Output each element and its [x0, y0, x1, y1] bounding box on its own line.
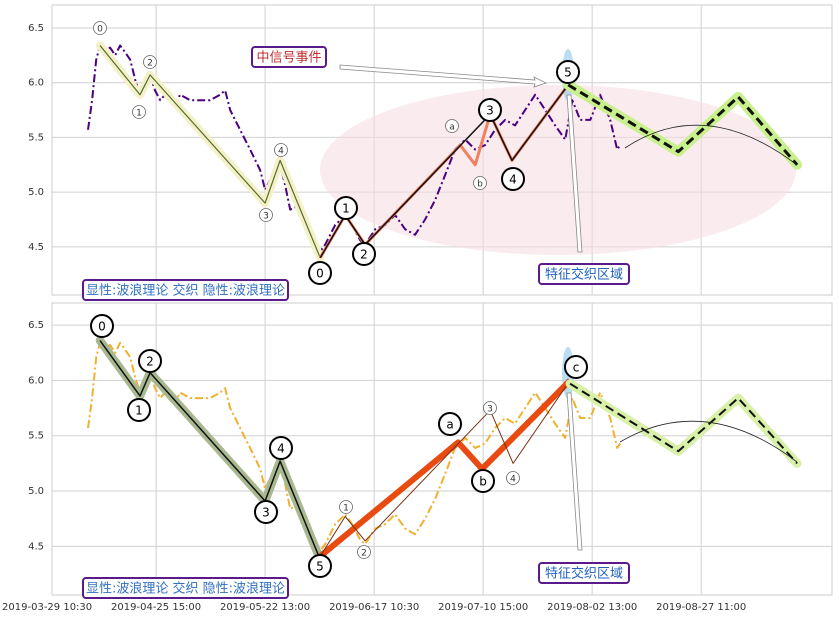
wave-label-circle — [269, 436, 293, 460]
x-tick-label: 2019-08-27 11:00 — [656, 602, 746, 613]
wave-label: a — [446, 418, 453, 432]
wave-label: 3 — [487, 405, 493, 415]
annotation: 特征交织区域 — [545, 566, 623, 582]
annotation-box — [538, 263, 630, 285]
wave-label: 2 — [146, 355, 154, 369]
y-tick-label: 6.0 — [28, 375, 44, 386]
y-tick-label: 6.5 — [28, 23, 44, 34]
wave-label: 1 — [342, 202, 350, 216]
wave-label-circle — [483, 401, 497, 415]
annotation-box — [82, 279, 289, 301]
wave-label-circle — [473, 176, 487, 190]
x-tick-label: 2019-07-10 15:00 — [438, 602, 528, 613]
wave-label-circle — [259, 208, 273, 222]
wave-label-circle — [254, 500, 278, 524]
projection-arc — [619, 420, 798, 463]
series-line — [99, 340, 321, 560]
wave-label-circle — [438, 412, 462, 436]
wave-label: 4 — [509, 173, 517, 187]
x-tick-label: 2019-05-22 13:00 — [220, 602, 310, 613]
highlight-region — [320, 85, 796, 255]
wave-label-circle — [445, 119, 459, 133]
wave-label: 1 — [135, 404, 143, 418]
wave-label: 1 — [136, 109, 142, 119]
arrow — [339, 64, 548, 88]
annotation: 特征交织区域 — [545, 267, 623, 283]
y-tick-label: 6.5 — [28, 320, 44, 331]
wave-label-circle — [564, 355, 588, 379]
arrow — [566, 94, 583, 253]
annotation: 显性:波浪理论 交织 隐性:波浪理论 — [86, 581, 285, 597]
wave-label: c — [573, 361, 580, 375]
wave-label-circle — [339, 500, 353, 514]
wave-label-circle — [556, 60, 580, 84]
wave-label-circle — [132, 105, 146, 119]
arrow — [566, 392, 583, 551]
series-line — [567, 83, 799, 166]
wave-label: 4 — [278, 147, 284, 157]
projection-arc — [624, 124, 798, 166]
series-line — [318, 378, 573, 559]
wave-label-circle — [93, 21, 107, 35]
wave-label: 0 — [98, 320, 106, 334]
wave-label-circle — [352, 242, 376, 266]
wave-label: 5 — [564, 66, 572, 80]
y-tick-label: 5.5 — [28, 132, 44, 143]
annotation: 中信号事件 — [256, 51, 321, 66]
wave-label: 0 — [97, 25, 103, 35]
wave-label: 3 — [263, 212, 269, 222]
wave-label: 0 — [316, 267, 324, 281]
series-line — [319, 84, 569, 259]
series-line — [319, 380, 571, 557]
plot-area — [51, 302, 833, 596]
wave-label: 2 — [360, 248, 368, 262]
wave-label-circle — [90, 314, 114, 338]
wave-label-circle — [308, 261, 332, 285]
series-line — [99, 45, 321, 259]
wave-label-circle — [334, 196, 358, 220]
wave-label: 4 — [277, 442, 285, 456]
wave-label-circle — [274, 143, 288, 157]
wave-label: 1 — [343, 504, 349, 514]
wave-label: b — [479, 475, 487, 489]
series-line — [569, 382, 798, 465]
y-tick-label: 5.0 — [28, 486, 44, 497]
wave-label-circle — [471, 469, 495, 493]
x-tick-label: 2019-08-02 13:00 — [547, 602, 637, 613]
plot — [87, 41, 803, 262]
annotation-box — [251, 46, 327, 68]
wave-label: 4 — [510, 475, 516, 485]
annotation: 显性:波浪理论 交织 隐性:波浪理论 — [86, 283, 285, 299]
wave-label: a — [449, 123, 455, 133]
wave-label-circle — [308, 554, 332, 578]
y-tick-label: 4.5 — [28, 242, 44, 253]
wave-label-circle — [138, 349, 162, 373]
wave-label: 5 — [316, 560, 324, 574]
plot — [87, 336, 802, 564]
annotation-box — [538, 562, 630, 584]
wave-label-circle — [506, 471, 520, 485]
x-tick-label: 2019-03-29 10:30 — [2, 602, 92, 613]
wave-label-circle — [478, 98, 502, 122]
wave-label: 3 — [262, 506, 270, 520]
y-tick-label: 5.5 — [28, 431, 44, 442]
annotation-box — [82, 577, 289, 599]
wave-label-circle — [357, 545, 371, 559]
wave-label: b — [477, 180, 483, 190]
x-tick-label: 2019-04-25 15:00 — [111, 602, 201, 613]
wave-label: 2 — [147, 59, 153, 69]
y-tick-label: 4.5 — [28, 541, 44, 552]
wave-label: 3 — [486, 104, 494, 118]
wave-label-circle — [143, 55, 157, 69]
y-tick-label: 6.0 — [28, 78, 44, 89]
x-tick-label: 2019-06-17 10:30 — [329, 602, 419, 613]
wave-label-circle — [127, 398, 151, 422]
y-tick-label: 5.0 — [28, 187, 44, 198]
wave-label: 2 — [361, 549, 367, 559]
wave-label-circle — [501, 167, 525, 191]
